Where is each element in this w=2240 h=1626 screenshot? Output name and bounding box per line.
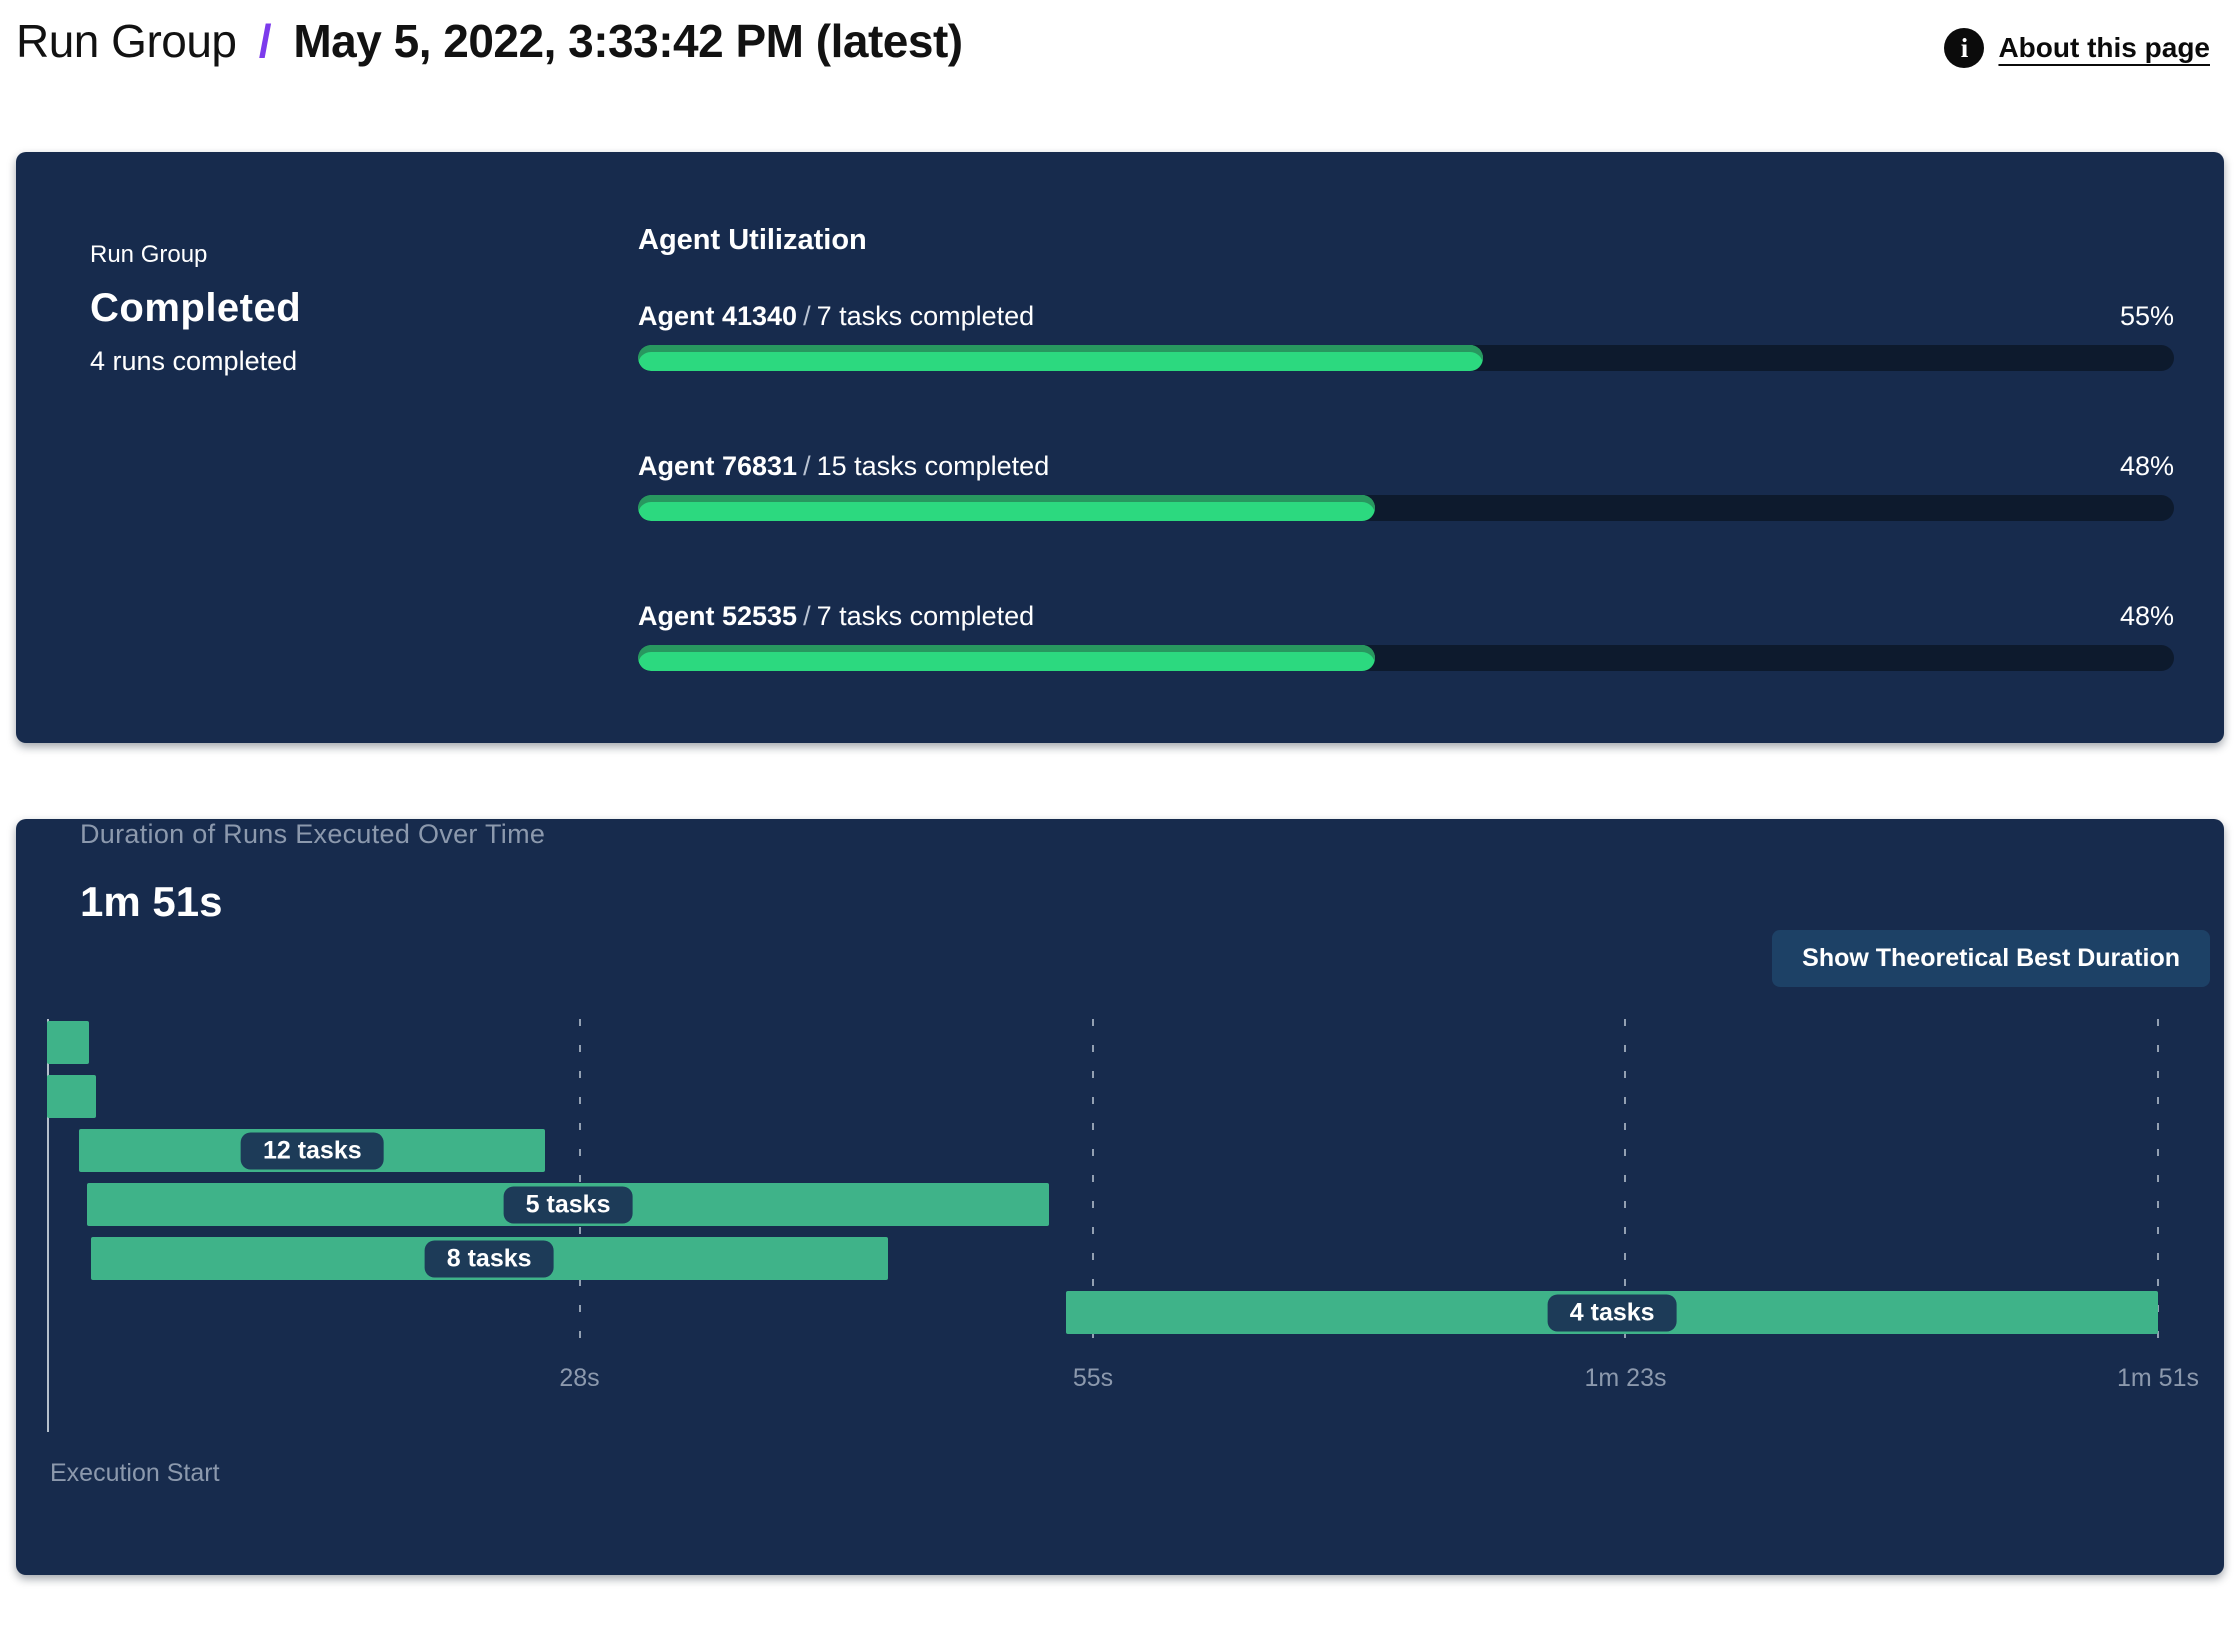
agent-utilization-track bbox=[638, 345, 2174, 371]
gantt-gridline bbox=[1091, 1019, 1094, 1349]
execution-start-label: Execution Start bbox=[50, 1459, 220, 1487]
agent-utilization-track bbox=[638, 495, 2174, 521]
run-group-detail: 4 runs completed bbox=[90, 346, 298, 376]
agent-utilization-track bbox=[638, 645, 2174, 671]
x-axis-tick-label: 55s bbox=[1072, 1364, 1114, 1392]
about-this-page[interactable]: i About this page bbox=[1944, 28, 2210, 68]
agent-separator: / bbox=[803, 451, 811, 481]
agent-separator: / bbox=[803, 601, 811, 631]
page-title: Run Group / May 5, 2022, 3:33:42 PM (lat… bbox=[16, 14, 963, 68]
run-duration-bar[interactable]: 12 tasks bbox=[79, 1129, 546, 1172]
info-icon[interactable]: i bbox=[1944, 28, 1985, 68]
run-group-status-panel: Run Group Completed 4 runs completed bbox=[90, 152, 638, 743]
run-tasks-badge: 4 tasks bbox=[1547, 1294, 1677, 1331]
duration-chart-title: Duration of Runs Executed Over Time bbox=[80, 819, 546, 849]
duration-total: 1m 51s bbox=[80, 878, 223, 925]
gantt-gridline bbox=[2157, 1019, 2159, 1349]
about-this-page-link[interactable]: About this page bbox=[1998, 32, 2210, 63]
agent-tasks-completed: 15 tasks completed bbox=[816, 451, 1050, 481]
breadcrumb-current-run: May 5, 2022, 3:33:42 PM (latest) bbox=[293, 15, 963, 67]
agent-row-header: Agent 52535/7 tasks completed 48% bbox=[638, 601, 2174, 632]
agent-label: Agent 52535/7 tasks completed bbox=[638, 601, 1034, 632]
page-header: Run Group / May 5, 2022, 3:33:42 PM (lat… bbox=[0, 0, 2240, 140]
agent-utilization-percent: 48% bbox=[2119, 451, 2174, 481]
agent-name: Agent 41340 bbox=[638, 301, 798, 331]
run-duration-bar[interactable] bbox=[47, 1075, 97, 1118]
agent-name: Agent 76831 bbox=[638, 451, 798, 481]
agent-row-header: Agent 41340/7 tasks completed 55% bbox=[638, 301, 2174, 332]
agent-utilization-percent: 55% bbox=[2119, 301, 2174, 331]
agent-separator: / bbox=[803, 301, 811, 331]
agent-tasks-completed: 7 tasks completed bbox=[816, 601, 1035, 631]
agent-row: Agent 41340/7 tasks completed 55% bbox=[638, 301, 2174, 371]
run-tasks-badge: 12 tasks bbox=[240, 1132, 384, 1169]
run-duration-bar[interactable]: 8 tasks bbox=[90, 1237, 888, 1280]
run-tasks-badge: 8 tasks bbox=[424, 1240, 554, 1277]
run-group-label: Run Group bbox=[90, 241, 208, 268]
run-duration-bar[interactable]: 4 tasks bbox=[1066, 1291, 2158, 1334]
agent-utilization-fill bbox=[638, 645, 1376, 671]
duration-gantt-chart: Execution Start 28s 55s 1m 23s 1m 51s 12 tas… bbox=[47, 1019, 2199, 1499]
show-theoretical-best-duration-button[interactable]: Show Theoretical Best Duration bbox=[1772, 930, 2210, 987]
agent-row: Agent 76831/15 tasks completed 48% bbox=[638, 451, 2174, 521]
agent-utilization-percent: 48% bbox=[2119, 601, 2174, 631]
agent-utilization-title: Agent Utilization bbox=[638, 224, 867, 256]
run-tasks-badge: 5 tasks bbox=[503, 1186, 633, 1223]
agent-row: Agent 52535/7 tasks completed 48% bbox=[638, 601, 2174, 671]
breadcrumb-separator: / bbox=[258, 15, 272, 67]
agent-label: Agent 41340/7 tasks completed bbox=[638, 301, 1034, 332]
run-duration-bar[interactable]: 5 tasks bbox=[86, 1183, 1050, 1226]
agent-row-header: Agent 76831/15 tasks completed 48% bbox=[638, 451, 2174, 482]
run-group-summary-card: Run Group Completed 4 runs completed Age… bbox=[16, 152, 2224, 743]
execution-start-axis-line bbox=[47, 1019, 49, 1432]
breadcrumb-run-group: Run Group bbox=[16, 15, 237, 67]
agent-utilization-rows: Agent 41340/7 tasks completed 55% Agent 76… bbox=[638, 301, 2174, 671]
agent-utilization-panel: Agent Utilization Agent 41340/7 tasks co… bbox=[638, 152, 2174, 743]
agent-name: Agent 52535 bbox=[638, 601, 798, 631]
run-duration-bar[interactable] bbox=[47, 1021, 89, 1064]
agent-label: Agent 76831/15 tasks completed bbox=[638, 451, 1049, 482]
x-axis-tick-label: 1m 51s bbox=[2117, 1364, 2199, 1392]
agent-tasks-completed: 7 tasks completed bbox=[816, 301, 1035, 331]
x-axis-tick-label: 28s bbox=[559, 1364, 600, 1392]
duration-card: Duration of Runs Executed Over Time 1m 5… bbox=[16, 819, 2224, 1575]
agent-utilization-fill bbox=[638, 495, 1376, 521]
x-axis-tick-label: 1m 23s bbox=[1584, 1364, 1667, 1392]
agent-utilization-fill bbox=[638, 345, 1483, 371]
run-group-status: Completed bbox=[90, 286, 302, 330]
gantt-gridline bbox=[1624, 1019, 1627, 1349]
